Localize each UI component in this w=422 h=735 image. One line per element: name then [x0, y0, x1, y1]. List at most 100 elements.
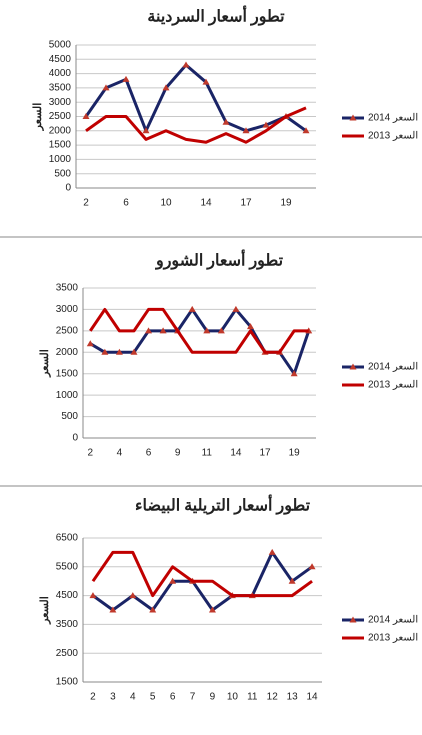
series-line — [89, 307, 309, 354]
x-tick-label: 17 — [259, 448, 271, 459]
y-tick-label: 2000 — [49, 125, 72, 136]
legend-label: 2014 السعر — [368, 113, 418, 124]
point-marker — [232, 305, 240, 312]
x-tick-label: 3 — [110, 692, 116, 703]
y-tick-label: 4000 — [49, 68, 72, 79]
legend-label: 2014 السعر — [368, 362, 418, 373]
x-tick-label: 2 — [90, 692, 96, 703]
legend-marker — [349, 114, 357, 121]
series-line — [85, 106, 307, 144]
point-marker — [182, 61, 190, 68]
y-tick-label: 2000 — [56, 347, 79, 358]
point-marker — [130, 348, 138, 355]
y-tick-label: 1500 — [56, 368, 79, 379]
point-marker — [208, 606, 216, 613]
y-tick-label: 2500 — [56, 325, 79, 336]
x-tick-label: 17 — [240, 198, 252, 209]
point-marker — [203, 327, 211, 334]
x-tick-label: 6 — [146, 448, 152, 459]
y-tick-label: 1000 — [49, 154, 72, 165]
series-line — [91, 550, 313, 598]
point-marker — [122, 75, 130, 82]
point-marker — [222, 118, 230, 125]
legend-label: 2014 السعر — [368, 615, 418, 626]
legend-label: 2013 السعر — [368, 380, 418, 391]
y-tick-label: 3500 — [56, 283, 79, 294]
point-marker — [82, 113, 90, 119]
point-marker — [102, 84, 110, 91]
y-tick-label: 500 — [54, 168, 71, 179]
y-tick-label: 0 — [65, 183, 71, 194]
x-tick-label: 2 — [88, 448, 94, 459]
y-tick-label: 3500 — [49, 83, 72, 94]
point-marker — [290, 370, 298, 377]
chart-title: تطور أسعار السردينة — [147, 5, 285, 27]
point-marker — [89, 592, 97, 599]
point-marker — [242, 127, 250, 134]
series-line — [89, 307, 311, 376]
point-marker — [142, 127, 150, 134]
x-tick-label: 5 — [150, 692, 156, 703]
y-tick-label: 2500 — [49, 111, 72, 122]
point-marker — [246, 323, 254, 330]
y-tick-label: 3500 — [56, 619, 79, 630]
point-marker — [159, 327, 167, 334]
series-line — [84, 63, 307, 133]
x-tick-label: 6 — [123, 198, 129, 209]
point-marker — [262, 121, 270, 128]
y-tick-label: 1000 — [56, 390, 79, 401]
point-marker — [86, 340, 94, 347]
legend-label: 2013 السعر — [368, 131, 418, 142]
y-tick-label: 1500 — [56, 677, 79, 688]
point-marker — [149, 606, 157, 613]
legend-label: 2013 السعر — [368, 633, 418, 644]
point-marker — [288, 577, 296, 584]
point-marker — [115, 348, 123, 355]
point-marker — [162, 84, 170, 91]
y-tick-label: 3000 — [56, 304, 79, 315]
legend-marker — [349, 616, 357, 623]
point-marker — [302, 127, 310, 134]
x-tick-label: 11 — [202, 448, 213, 459]
x-tick-label: 10 — [227, 692, 239, 703]
y-tick-label: 4500 — [56, 590, 79, 601]
y-tick-label: 0 — [72, 433, 78, 444]
y-axis-label: السعر — [39, 349, 51, 378]
chart-title: تطور أسعار التريلية البيضاء — [135, 494, 311, 516]
x-tick-label: 10 — [160, 198, 172, 209]
point-marker — [145, 327, 153, 334]
legend-marker — [349, 363, 357, 370]
x-tick-label: 19 — [289, 448, 301, 459]
y-tick-label: 500 — [61, 411, 78, 422]
point-marker — [109, 606, 117, 613]
point-marker — [101, 348, 109, 355]
x-tick-label: 14 — [230, 448, 242, 459]
point-marker — [129, 592, 137, 599]
y-tick-label: 2500 — [56, 648, 79, 659]
x-tick-label: 4 — [117, 448, 123, 459]
y-tick-label: 3000 — [49, 97, 72, 108]
x-tick-label: 4 — [130, 692, 136, 703]
x-tick-label: 6 — [170, 692, 176, 703]
point-marker — [188, 305, 196, 312]
chart-title: تطور أسعار الشورو — [155, 249, 284, 271]
y-tick-label: 5000 — [49, 40, 72, 51]
x-tick-label: 12 — [267, 692, 279, 703]
x-tick-label: 19 — [280, 198, 292, 209]
y-tick-label: 4500 — [49, 54, 72, 65]
y-axis-label: السعر — [39, 596, 51, 625]
y-axis-label: السعر — [32, 103, 44, 132]
x-tick-label: 11 — [247, 692, 258, 703]
point-marker — [169, 577, 177, 584]
y-tick-label: 5500 — [56, 561, 79, 572]
x-tick-label: 14 — [306, 692, 318, 703]
point-marker — [217, 327, 225, 334]
x-tick-label: 13 — [287, 692, 299, 703]
x-tick-label: 7 — [190, 692, 196, 703]
y-tick-label: 1500 — [49, 140, 72, 151]
point-marker — [268, 548, 276, 555]
x-tick-label: 2 — [83, 198, 89, 209]
point-marker — [308, 563, 316, 570]
point-marker — [202, 78, 210, 85]
x-tick-label: 9 — [210, 692, 216, 703]
